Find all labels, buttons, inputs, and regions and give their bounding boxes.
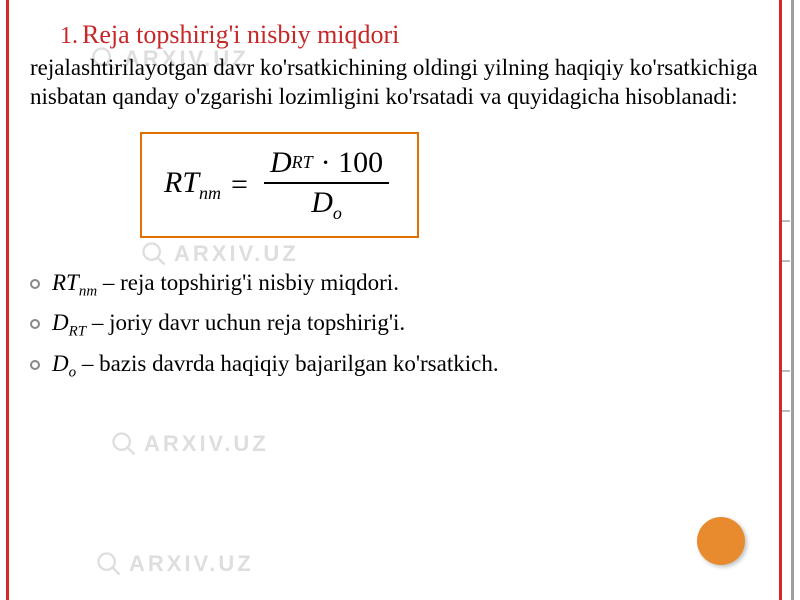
bullet-icon	[30, 279, 40, 289]
slide-frame: ARXIV.UZ ARXIV.UZ ARXIV.UZ ARXIV.UZ 1. R…	[0, 0, 800, 600]
formula-box: RTnm = DRT · 100 Do	[140, 132, 419, 238]
definition-item: Do – bazis davrda haqiqiy bajarilgan ko'…	[30, 351, 760, 382]
left-red-border	[6, 0, 9, 600]
formula-numerator: DRT · 100	[264, 146, 389, 184]
right-tick	[782, 370, 790, 372]
def-desc: – reja topshirig'i nisbiy miqdori.	[97, 270, 399, 295]
def-symbol-base: RT	[52, 270, 79, 295]
def-symbol-sub: nm	[79, 283, 97, 299]
formula-lhs-base: RT	[164, 166, 199, 199]
definition-text: Do – bazis davrda haqiqiy bajarilgan ko'…	[52, 351, 499, 382]
heading: 1. Reja topshirig'i nisbiy miqdori	[60, 20, 760, 50]
right-tick	[782, 410, 790, 412]
formula-lhs: RTnm	[164, 166, 221, 204]
formula-lhs-sub: nm	[199, 183, 221, 203]
formula-num-mult: · 100	[321, 146, 384, 180]
formula-num-base: D	[270, 146, 292, 180]
formula-denominator: Do	[305, 184, 348, 224]
definition-item: DRT – joriy davr uchun reja topshirig'i.	[30, 310, 760, 341]
right-gray-border	[791, 0, 794, 600]
definition-item: RTnm – reja topshirig'i nisbiy miqdori.	[30, 270, 760, 301]
def-symbol-sub: o	[69, 364, 76, 380]
bullet-icon	[30, 319, 40, 329]
definition-text: DRT – joriy davr uchun reja topshirig'i.	[52, 310, 405, 341]
formula-num-sub: RT	[292, 152, 313, 173]
def-desc: – joriy davr uchun reja topshirig'i.	[86, 310, 405, 335]
formula: RTnm = DRT · 100 Do	[164, 146, 395, 224]
formula-eq: =	[231, 168, 248, 202]
bullet-icon	[30, 360, 40, 370]
intro-paragraph: rejalashtirilayotgan davr ko'rsatkichini…	[30, 54, 760, 112]
def-symbol-sub: RT	[69, 324, 86, 340]
formula-den-sub: o	[333, 203, 342, 223]
definitions-list: RTnm – reja topshirig'i nisbiy miqdori. …	[30, 270, 760, 382]
content-area: 1. Reja topshirig'i nisbiy miqdori rejal…	[30, 20, 760, 580]
def-symbol-base: D	[52, 310, 69, 335]
formula-den-base: D	[311, 186, 333, 219]
orange-circle-decoration	[697, 517, 745, 565]
def-symbol-base: D	[52, 351, 69, 376]
heading-number: 1.	[60, 23, 78, 49]
definition-text: RTnm – reja topshirig'i nisbiy miqdori.	[52, 270, 399, 301]
formula-fraction: DRT · 100 Do	[264, 146, 389, 224]
def-desc: – bazis davrda haqiqiy bajarilgan ko'rsa…	[76, 351, 498, 376]
right-tick	[782, 220, 790, 222]
heading-title: Reja topshirig'i nisbiy miqdori	[82, 20, 399, 49]
right-red-border	[779, 0, 782, 600]
right-tick	[782, 260, 790, 262]
